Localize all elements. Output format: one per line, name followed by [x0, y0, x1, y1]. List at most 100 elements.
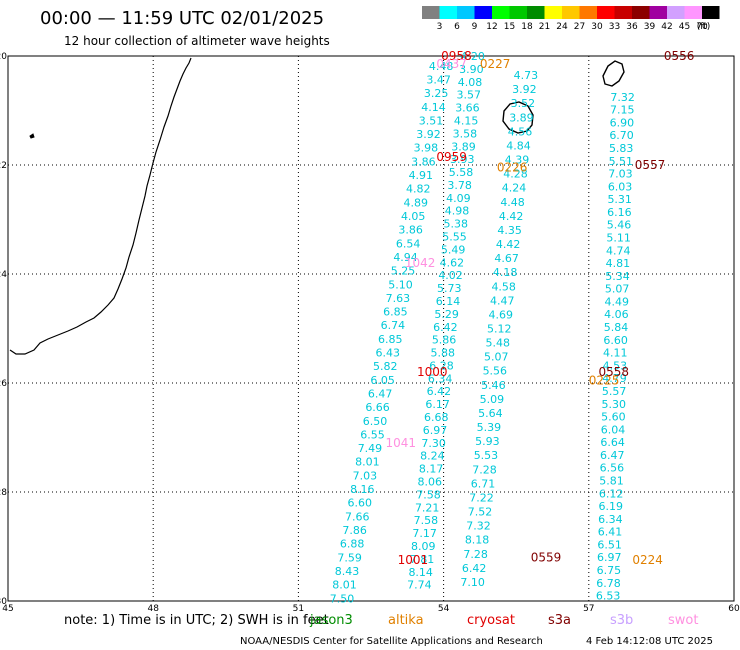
lon-tick-label: 45 — [2, 604, 13, 614]
lon-tick-label: 54 — [438, 604, 450, 614]
swh-value: 5.86 — [432, 334, 457, 347]
swh-value: 6.41 — [598, 526, 623, 539]
swh-value: 5.46 — [481, 379, 506, 392]
swh-value: 3.47 — [426, 73, 451, 86]
swh-value: 6.05 — [370, 374, 395, 387]
swh-value: 4.20 — [460, 50, 485, 63]
swh-value: 4.28 — [503, 168, 528, 181]
swh-value: 4.05 — [401, 210, 426, 223]
swh-value: 6.90 — [610, 116, 635, 129]
legend-swatch — [422, 6, 440, 19]
swh-value: 7.30 — [421, 437, 446, 450]
swh-value: 5.25 — [391, 265, 416, 278]
swh-value: 4.67 — [494, 252, 519, 265]
swh-value: 7.86 — [342, 524, 367, 537]
swh-value: 6.66 — [365, 401, 390, 414]
swh-value: 5.38 — [444, 218, 469, 231]
swh-value: 4.09 — [446, 192, 471, 205]
pass-time-label: 0959 — [436, 150, 467, 164]
swh-value: 5.46 — [607, 219, 632, 232]
generated-time: 4 Feb 14:12:08 UTC 2025 — [586, 636, 713, 647]
mission-swot: swot — [668, 613, 698, 628]
swh-value: 8.16 — [350, 483, 375, 496]
swh-value: 3.86 — [398, 224, 423, 237]
swh-value: 3.89 — [509, 111, 534, 124]
legend-swatch — [597, 6, 615, 19]
swh-value: 5.09 — [480, 393, 505, 406]
swh-value: 3.92 — [512, 83, 537, 96]
swh-value: 4.42 — [496, 238, 521, 251]
swh-value: 4.73 — [514, 69, 539, 82]
legend-label: 12 — [486, 22, 497, 32]
swh-value: 7.50 — [330, 592, 355, 605]
swh-value: 5.51 — [609, 155, 634, 168]
pass-time-label: 0225 — [589, 373, 620, 387]
swh-value: 4.48 — [429, 60, 454, 73]
swh-value: 8.43 — [335, 565, 360, 578]
swh-value: 6.14 — [436, 295, 461, 308]
swh-value: 3.57 — [456, 89, 481, 102]
lon-tick-label: 48 — [147, 604, 159, 614]
swh-value: 3.52 — [511, 97, 536, 110]
swh-value: 6.74 — [381, 319, 406, 332]
legend-unit: (ft) — [697, 22, 711, 32]
swh-value: 4.53 — [603, 359, 628, 372]
swh-value: 8.01 — [355, 456, 380, 469]
pass-time-label: 1041 — [386, 436, 417, 450]
swh-value: 6.88 — [340, 538, 365, 551]
pass-time-label: 0226 — [497, 161, 528, 175]
swh-value: 7.03 — [353, 469, 378, 482]
legend-label: 70 — [696, 22, 708, 32]
lat-tick-label: -30 — [0, 597, 7, 607]
swh-value: 5.39 — [477, 421, 502, 434]
legend-label: 27 — [574, 22, 585, 32]
swh-value: 4.39 — [505, 154, 530, 167]
swh-value: 4.48 — [500, 196, 525, 209]
legend-swatch — [474, 6, 492, 19]
swh-value: 6.75 — [597, 564, 622, 577]
legend-swatch — [492, 6, 510, 19]
legend-label: 45 — [679, 22, 690, 32]
swh-value: 5.10 — [388, 278, 413, 291]
lat-lon-grid: 45 48 51 54 57 60 -20 -22 -24 -26 -28 -30 — [0, 52, 740, 614]
swh-value: 4.91 — [409, 169, 434, 182]
legend-swatch — [632, 6, 650, 19]
swh-value: 6.04 — [601, 423, 626, 436]
reunion-island — [502, 101, 534, 134]
pass-time-labels: 0958 0227 0437 0556 0959 0226 0557 1042 1000 0558… — [386, 49, 695, 567]
pass-time-label: 0437 — [436, 57, 467, 71]
swh-value: 5.53 — [474, 449, 499, 462]
legend-label: 15 — [504, 22, 515, 32]
swh-value: 7.17 — [412, 527, 437, 540]
swh-value: 6.85 — [383, 306, 408, 319]
lon-tick-label: 51 — [293, 604, 304, 614]
swh-value: 7.32 — [466, 520, 491, 533]
swh-value: 5.30 — [601, 398, 626, 411]
swh-value: 7.81 — [410, 553, 435, 566]
swh-value: 5.31 — [607, 193, 632, 206]
pass-time-label: 0557 — [635, 158, 666, 172]
swh-value: 4.49 — [604, 295, 629, 308]
legend-label: 36 — [626, 22, 638, 32]
swh-value: 5.73 — [437, 282, 462, 295]
legend-label: 9 — [472, 22, 478, 32]
lat-tick-label: -22 — [0, 161, 7, 171]
swh-value: 7.28 — [472, 463, 497, 476]
swh-value: 6.12 — [599, 487, 624, 500]
mission-legend: jason3 altika cryosat s3a s3b swot — [309, 613, 698, 628]
legend-label: 21 — [539, 22, 550, 32]
swh-value: 6.42 — [462, 562, 487, 575]
swh-value: 4.81 — [606, 257, 631, 270]
swh-value: 3.58 — [453, 127, 478, 140]
swh-value: 6.34 — [598, 513, 623, 526]
swh-value: 7.66 — [345, 510, 370, 523]
chart-subtitle: 12 hour collection of altimeter wave hei… — [64, 34, 330, 48]
pass-time-label: 0559 — [531, 550, 562, 564]
swh-value: 4.82 — [406, 183, 431, 196]
swh-value: 4.06 — [604, 308, 629, 321]
swh-value: 4.56 — [508, 125, 533, 138]
swh-value: 4.42 — [499, 210, 524, 223]
swh-value: 3.86 — [411, 155, 436, 168]
mission-s3a: s3a — [548, 613, 571, 628]
